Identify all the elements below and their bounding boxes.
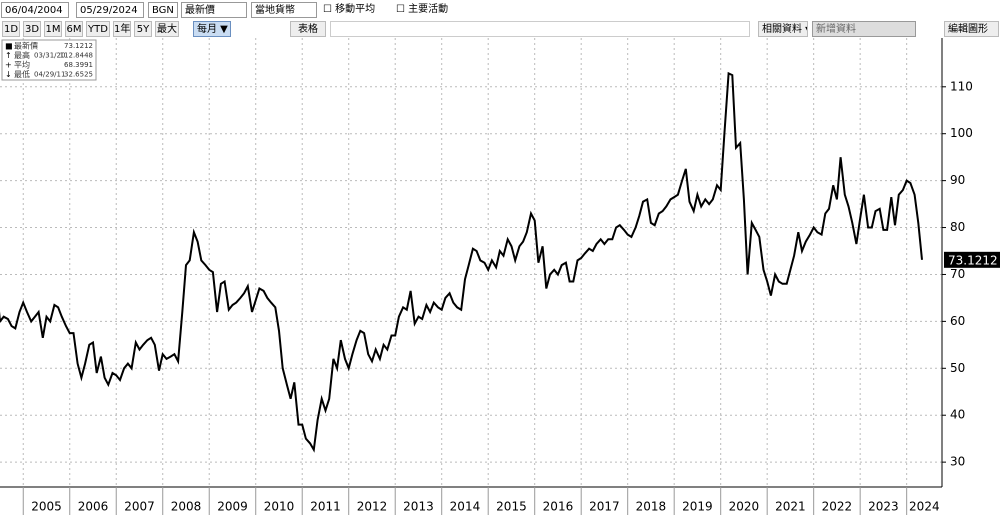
range-button[interactable]: 1年 — [113, 21, 131, 37]
legend-date: 03/31/20 — [34, 52, 65, 60]
y-tick-label: 40 — [950, 408, 965, 422]
legend-box — [1, 39, 97, 81]
y-tick-label: 70 — [950, 267, 965, 281]
last-value-box — [944, 251, 1000, 268]
legend-value: 73.1212 — [64, 42, 93, 50]
x-tick-label: 2018 — [636, 500, 667, 514]
line — [0, 71, 923, 453]
x-tick-label: 2020 — [729, 500, 760, 514]
y-tick-label: 100 — [950, 126, 973, 140]
legend-value: 112.8448 — [60, 52, 93, 60]
range-button[interactable]: 6M — [65, 21, 83, 37]
field[interactable]: 最新價 — [181, 2, 247, 18]
moving-average[interactable]: ☐ 移動平均 — [320, 2, 392, 18]
y-tick-label: 110 — [950, 79, 973, 93]
grid — [0, 38, 942, 487]
x-tick-label: 2011 — [310, 500, 341, 514]
x-tick-label: 2016 — [543, 500, 574, 514]
x-tick-label: 2022 — [822, 500, 853, 514]
frequency[interactable]: 每月 ▼ — [193, 21, 231, 37]
legend-label: 最低 — [14, 69, 30, 79]
legend-symbol: + — [5, 61, 12, 70]
x-tick-label: 2017 — [589, 500, 620, 514]
last-value-label: 73.1212 — [948, 253, 998, 267]
x-tick-label: 2014 — [450, 500, 481, 514]
x-tick-label: 2019 — [682, 500, 713, 514]
edit[interactable]: 編輯圖形 — [944, 21, 999, 37]
legend-label: 平均 — [14, 60, 30, 70]
legend-symbol: ↓ — [5, 70, 12, 79]
events[interactable]: ☐ 主要活動 — [393, 2, 463, 18]
table[interactable]: 表格 — [290, 21, 326, 37]
related[interactable]: 相關資料 ▾ — [758, 21, 808, 37]
legend-label: 最新價 — [14, 41, 38, 51]
plot — [0, 71, 923, 453]
search[interactable] — [330, 21, 750, 37]
x-tick-label: 2012 — [357, 500, 388, 514]
range-button[interactable]: 最大 — [155, 21, 179, 37]
x-tick-label: 2010 — [264, 500, 295, 514]
y-tick-label: 60 — [950, 314, 965, 328]
y-tick-label: 90 — [950, 173, 965, 187]
y-tick-label: 50 — [950, 361, 965, 375]
legend-symbol: ■ — [5, 42, 13, 51]
x-tick-label: 2023 — [868, 500, 899, 514]
x-tick-label: 2021 — [775, 500, 806, 514]
y-tick-label: 30 — [950, 455, 965, 469]
end-date[interactable]: 05/29/2024 — [76, 2, 144, 18]
x-tick-label: 2013 — [403, 500, 434, 514]
x-tick-label: 2009 — [217, 500, 248, 514]
legend-value: 32.6525 — [64, 71, 93, 79]
x-tick-label: 2008 — [171, 500, 202, 514]
start-date[interactable]: 06/04/2004 — [1, 2, 69, 18]
x-tick-label: 2024 — [909, 500, 940, 514]
label: 主要活動 — [408, 4, 449, 15]
x-tick-label: 2015 — [496, 500, 527, 514]
legend-label: 最高 — [14, 50, 30, 60]
x-tick-label: 2007 — [124, 500, 155, 514]
range-button[interactable]: 1D — [2, 21, 20, 37]
add-data[interactable]: 新增資料 — [812, 21, 916, 37]
legend-symbol: ↑ — [5, 51, 12, 60]
source[interactable]: BGN — [148, 2, 178, 18]
range-button[interactable]: 5Y — [134, 21, 152, 37]
range-button[interactable]: 1M — [44, 21, 62, 37]
legend-date: 04/29/11 — [34, 71, 65, 79]
y-tick-label: 80 — [950, 220, 965, 234]
legend-value: 68.3991 — [64, 61, 93, 69]
label: 移動平均 — [335, 4, 376, 15]
x-tick-label: 2005 — [31, 500, 62, 514]
currency[interactable]: 當地貨幣 — [251, 2, 317, 18]
range-button[interactable]: 3D — [23, 21, 41, 37]
range-button[interactable]: YTD — [86, 21, 110, 37]
x-tick-label: 2006 — [78, 500, 109, 514]
